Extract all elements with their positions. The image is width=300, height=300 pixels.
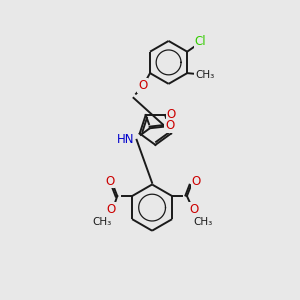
Text: CH₃: CH₃ xyxy=(195,70,214,80)
Text: O: O xyxy=(166,108,176,121)
Text: CH₃: CH₃ xyxy=(194,217,213,226)
Text: O: O xyxy=(105,175,114,188)
Text: HN: HN xyxy=(117,133,134,146)
Text: O: O xyxy=(189,203,198,216)
Text: Cl: Cl xyxy=(195,35,206,48)
Text: O: O xyxy=(138,79,147,92)
Text: CH₃: CH₃ xyxy=(92,217,111,226)
Text: O: O xyxy=(107,203,116,216)
Text: O: O xyxy=(191,175,201,188)
Text: O: O xyxy=(165,119,174,132)
